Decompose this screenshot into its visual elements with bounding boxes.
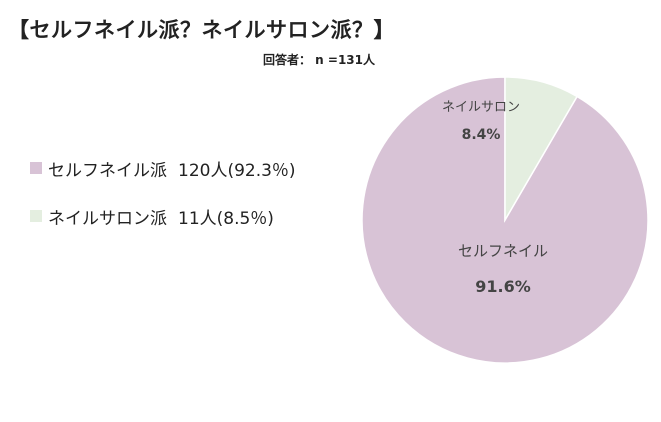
slice-value-nail-salon: 8.4% [462, 127, 501, 143]
respondent-count: 回答者： n =131人 [263, 53, 376, 67]
legend-item-nail-salon: ネイルサロン派 11人(8.5％) [30, 204, 296, 229]
slice-name-self-nail: セルフネイル [458, 242, 548, 260]
legend-value-self-nail: 120人(92.3％) [178, 160, 296, 181]
legend-item-self-nail: セルフネイル派 120人(92.3％) [30, 156, 296, 181]
slice-value-self-nail: 91.6% [475, 277, 531, 296]
legend-value-nail-salon: 11人(8.5％) [178, 208, 274, 229]
slice-name-nail-salon: ネイルサロン [442, 100, 520, 115]
legend-label-self-nail: セルフネイル派 [48, 160, 167, 181]
chart-title: 【セルフネイル派？ネイルサロン派？】 [8, 18, 395, 42]
legend: セルフネイル派 120人(92.3％) ネイルサロン派 11人(8.5％) [30, 156, 296, 252]
pie-slice-nail-salon [504, 76, 579, 223]
legend-swatch-nail-salon [30, 210, 42, 222]
legend-label-nail-salon: ネイルサロン派 [48, 208, 167, 229]
legend-swatch-self-nail [30, 162, 42, 174]
